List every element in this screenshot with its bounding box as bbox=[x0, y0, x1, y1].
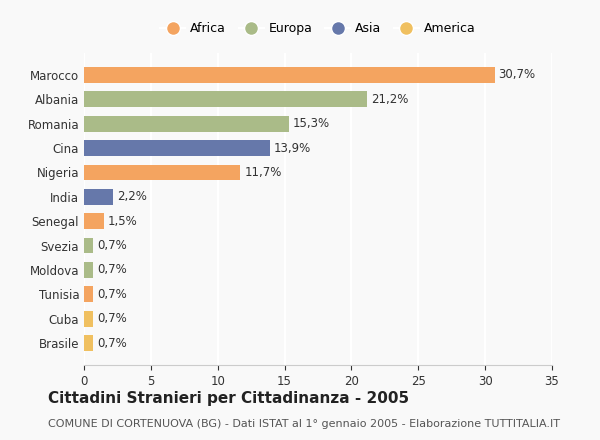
Text: 15,3%: 15,3% bbox=[293, 117, 330, 130]
Bar bbox=[84, 67, 494, 83]
Text: 30,7%: 30,7% bbox=[499, 69, 536, 81]
Bar bbox=[84, 286, 94, 302]
Bar bbox=[84, 213, 104, 229]
Text: 0,7%: 0,7% bbox=[97, 288, 127, 301]
Bar bbox=[84, 335, 94, 351]
Text: 1,5%: 1,5% bbox=[108, 215, 138, 227]
Text: COMUNE DI CORTENUOVA (BG) - Dati ISTAT al 1° gennaio 2005 - Elaborazione TUTTITA: COMUNE DI CORTENUOVA (BG) - Dati ISTAT a… bbox=[48, 419, 560, 429]
Text: 11,7%: 11,7% bbox=[244, 166, 282, 179]
Text: 0,7%: 0,7% bbox=[97, 312, 127, 325]
Bar bbox=[84, 165, 241, 180]
Text: 2,2%: 2,2% bbox=[118, 191, 148, 203]
Text: 0,7%: 0,7% bbox=[97, 264, 127, 276]
Text: Cittadini Stranieri per Cittadinanza - 2005: Cittadini Stranieri per Cittadinanza - 2… bbox=[48, 391, 409, 406]
Bar bbox=[84, 238, 94, 253]
Text: 21,2%: 21,2% bbox=[371, 93, 409, 106]
Bar bbox=[84, 116, 289, 132]
Bar bbox=[84, 189, 113, 205]
Bar bbox=[84, 262, 94, 278]
Text: 0,7%: 0,7% bbox=[97, 337, 127, 349]
Text: 0,7%: 0,7% bbox=[97, 239, 127, 252]
Bar bbox=[84, 140, 270, 156]
Bar bbox=[84, 311, 94, 326]
Text: 13,9%: 13,9% bbox=[274, 142, 311, 154]
Legend: Africa, Europa, Asia, America: Africa, Europa, Asia, America bbox=[157, 18, 479, 39]
Bar bbox=[84, 92, 367, 107]
